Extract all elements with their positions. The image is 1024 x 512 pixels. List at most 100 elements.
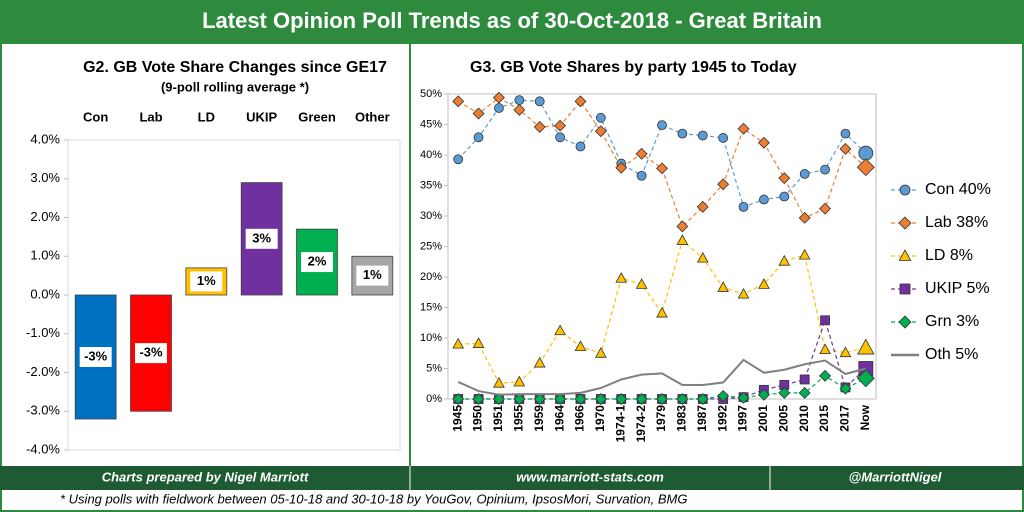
x-tick-label: 1950 (471, 405, 485, 432)
marker (533, 356, 546, 368)
marker (798, 248, 811, 260)
value-label-box (135, 343, 167, 364)
x-tick-label: 1992 (715, 405, 729, 432)
marker (676, 220, 689, 233)
legend-label: Lab 38% (925, 214, 988, 231)
marker (534, 96, 545, 107)
marker (615, 271, 628, 283)
marker (494, 103, 504, 113)
marker (595, 347, 607, 358)
category-label: Lab (139, 109, 162, 124)
marker (779, 191, 790, 202)
marker (656, 162, 668, 175)
x-tick-label: 1983 (675, 405, 689, 432)
y-tick-label: -3.0% (26, 403, 60, 418)
marker (738, 201, 749, 212)
marker (574, 340, 587, 351)
value-label: -3% (84, 348, 108, 363)
footer-note: * Using polls with fieldwork between 05-… (60, 491, 687, 506)
y-tick-label: 45% (420, 118, 442, 130)
chart-title: G2. GB Vote Share Changes since GE17 (83, 59, 387, 76)
x-tick-label: 1970 (593, 405, 607, 432)
marker (758, 278, 770, 289)
marker (778, 172, 791, 185)
marker (717, 178, 730, 191)
marker (759, 194, 769, 205)
marker (757, 388, 770, 401)
x-tick-label: 1974-2 (634, 405, 648, 443)
legend-label: UKIP 5% (925, 280, 990, 297)
marker (696, 200, 709, 213)
marker (574, 393, 587, 405)
chart-subtitle: (9-poll rolling average *) (161, 79, 309, 94)
marker (737, 391, 750, 404)
marker (635, 278, 648, 289)
marker (798, 386, 811, 399)
footer-twitter: @MarriottNigel (849, 469, 942, 484)
y-tick-label: -1.0% (26, 325, 60, 340)
x-tick-label: 2001 (756, 405, 770, 432)
x-tick-label: 2005 (776, 405, 790, 432)
marker (718, 133, 729, 143)
marker (554, 119, 567, 132)
legend-label: Con 40% (925, 181, 991, 198)
marker (819, 202, 832, 215)
marker (473, 132, 484, 143)
y-tick-label: 5% (426, 362, 442, 374)
value-label-box (245, 228, 278, 249)
y-tick-label: 0% (426, 393, 442, 405)
y-tick-label: 20% (420, 271, 442, 283)
x-tick-label: 2015 (817, 405, 831, 432)
x-tick-label: 1997 (736, 405, 750, 432)
chart-title: G3. GB Vote Shares by party 1945 to Toda… (470, 59, 797, 76)
marker (513, 103, 526, 116)
marker (594, 393, 607, 405)
marker (575, 141, 586, 152)
legend-label: Oth 5% (925, 346, 978, 363)
marker (492, 393, 505, 405)
marker (453, 154, 464, 165)
category-label: Green (298, 109, 336, 124)
value-label: 2% (308, 254, 327, 269)
value-label-box (356, 265, 389, 286)
marker (840, 128, 851, 139)
x-tick-label: 2017 (838, 405, 852, 432)
value-label-box (190, 271, 223, 292)
marker (492, 91, 505, 104)
marker (839, 382, 852, 395)
marker (574, 95, 587, 108)
value-label-box (79, 347, 112, 367)
x-tick-label: 1966 (573, 405, 587, 432)
y-tick-label: 3.0% (30, 170, 60, 185)
header-title: Latest Opinion Poll Trends as of 30-Oct-… (202, 8, 822, 33)
value-label: -3% (139, 345, 163, 360)
legend-marker (898, 216, 912, 230)
y-tick-label: 25% (420, 240, 442, 252)
y-tick-label: 4.0% (30, 131, 60, 146)
marker (452, 95, 465, 108)
x-tick-label: 1964 (552, 405, 566, 432)
value-label: 1% (363, 267, 382, 282)
marker (858, 145, 874, 161)
marker (554, 324, 566, 336)
marker (657, 120, 667, 131)
marker (676, 234, 689, 245)
legend-marker (898, 315, 912, 329)
marker (798, 211, 811, 224)
y-tick-label: 1.0% (30, 248, 60, 263)
marker (656, 393, 668, 405)
marker (856, 158, 875, 177)
category-label: Other (355, 109, 390, 124)
legend-label: LD 8% (925, 247, 973, 264)
legend-marker (898, 249, 912, 261)
marker (452, 337, 465, 349)
marker (472, 337, 485, 348)
marker (514, 95, 525, 105)
marker (857, 338, 875, 355)
x-tick-label: 1951 (491, 405, 505, 432)
footer-credit: Charts prepared by Nigel Marriott (102, 469, 309, 484)
y-tick-label: 2.0% (30, 209, 60, 224)
x-tick-label: 1987 (695, 405, 709, 432)
